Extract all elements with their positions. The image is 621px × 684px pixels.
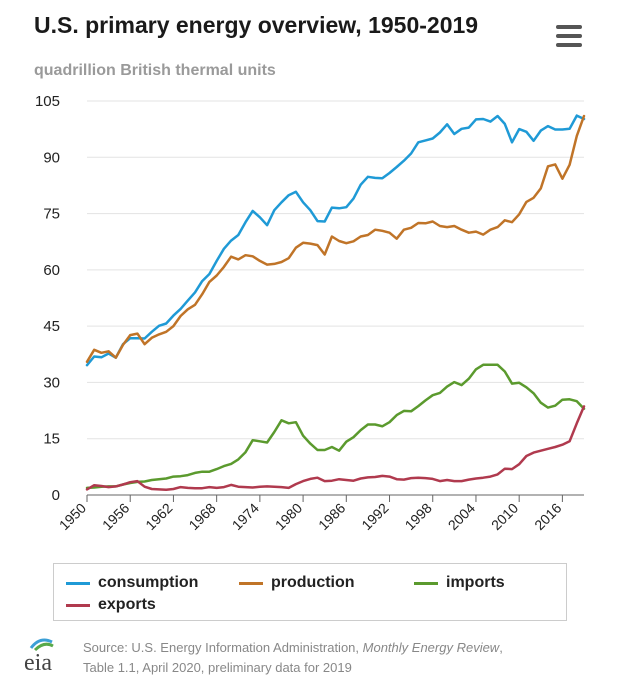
x-tick-label: 1974 <box>229 500 262 533</box>
y-tick-label: 30 <box>43 374 60 391</box>
legend-label-production: production <box>271 574 355 591</box>
y-tick-label: 75 <box>43 206 60 223</box>
imports-swatch <box>414 581 438 585</box>
legend-label-exports: exports <box>98 596 156 613</box>
legend-label-consumption: consumption <box>98 574 199 591</box>
source-suffix: , <box>499 640 503 655</box>
chart-title: U.S. primary energy overview, 1950-2019 <box>34 12 479 38</box>
chart-legend: consumption production imports exports <box>53 563 567 621</box>
hamburger-menu-icon[interactable] <box>553 23 585 49</box>
legend-item-exports[interactable]: exports <box>66 596 156 614</box>
legend-item-production[interactable]: production <box>239 574 355 592</box>
x-tick-label: 2010 <box>488 500 521 533</box>
series-line-production <box>85 114 586 364</box>
source-prefix: Source: U.S. Energy Information Administ… <box>83 640 363 655</box>
series-line-consumption <box>85 114 586 367</box>
legend-item-imports[interactable]: imports <box>414 574 505 592</box>
y-tick-label: 105 <box>35 93 60 110</box>
eia-logo-text: eia <box>24 650 52 676</box>
series-line-exports <box>85 405 586 491</box>
consumption-swatch <box>66 581 90 585</box>
legend-item-consumption[interactable]: consumption <box>66 574 198 592</box>
x-tick-label: 2004 <box>445 500 478 533</box>
y-tick-label: 0 <box>52 487 60 504</box>
x-tick-label: 1968 <box>185 500 218 533</box>
x-tick-label: 2016 <box>531 500 564 533</box>
chart-subtitle: quadrillion British thermal units <box>34 62 276 79</box>
source-note: Source: U.S. Energy Information Administ… <box>83 638 583 678</box>
line-chart: 0 15 30 45 60 75 90 105 1950 1956 1962 1968 1974 1980… <box>35 93 586 533</box>
y-tick-label: 15 <box>43 431 60 448</box>
legend-label-imports: imports <box>446 574 505 591</box>
source-line2: Table 1.1, April 2020, preliminary data … <box>83 660 352 675</box>
x-tick-label: 1962 <box>142 500 175 533</box>
y-tick-label: 90 <box>43 149 60 166</box>
production-swatch <box>239 581 263 585</box>
eia-logo[interactable]: eia <box>22 636 72 676</box>
series-line-imports <box>85 363 586 490</box>
source-publication: Monthly Energy Review <box>362 640 500 655</box>
y-tick-label: 60 <box>43 262 60 279</box>
x-tick-label: 1992 <box>358 500 391 533</box>
exports-swatch <box>66 603 90 607</box>
y-tick-label: 45 <box>43 318 60 335</box>
x-tick-label: 1950 <box>56 500 89 533</box>
x-tick-label: 1998 <box>402 500 435 533</box>
x-tick-label: 1986 <box>315 500 348 533</box>
x-tick-label: 1956 <box>99 500 132 533</box>
x-tick-label: 1980 <box>272 500 305 533</box>
